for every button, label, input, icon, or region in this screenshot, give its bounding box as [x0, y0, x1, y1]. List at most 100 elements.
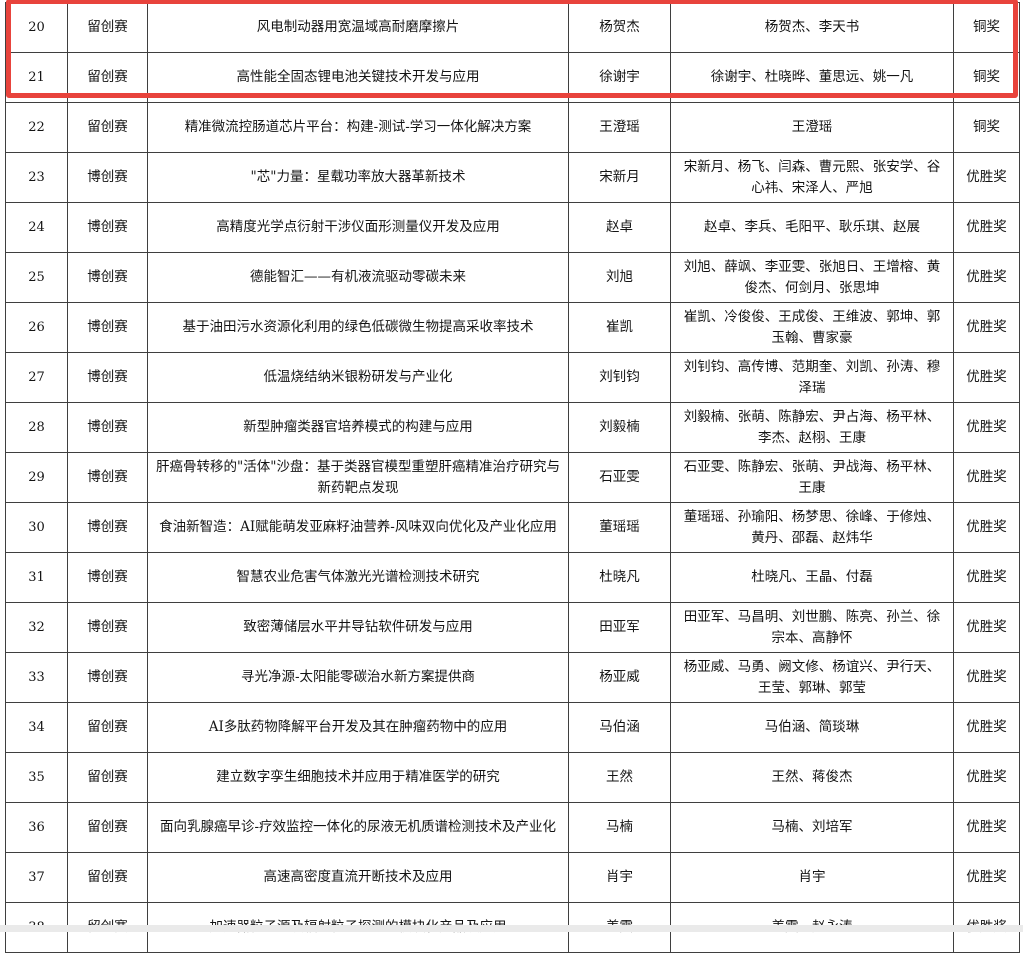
cell-team-members: 石亚雯、陈静宏、张萌、尹战海、杨平林、王康	[670, 452, 954, 503]
cell-leader: 马伯涵	[568, 702, 671, 753]
cell-project-title: 精准微流控肠道芯片平台：构建-测试-学习一体化解决方案	[147, 102, 569, 153]
cell-competition: 博创赛	[67, 152, 148, 203]
cell-competition: 博创赛	[67, 652, 148, 703]
cell-award: 优胜奖	[953, 452, 1020, 503]
cell-competition: 留创赛	[67, 852, 148, 903]
cell-award: 优胜奖	[953, 552, 1020, 603]
cell-award: 铜奖	[953, 52, 1020, 103]
cell-competition: 留创赛	[67, 2, 148, 53]
cell-award: 铜奖	[953, 2, 1020, 53]
cell-leader: 刘钊钧	[568, 352, 671, 403]
cell-row-number: 20	[5, 2, 68, 53]
cell-team-members: 王然、蒋俊杰	[670, 752, 954, 803]
cell-team-members: 马伯涵、简琰琳	[670, 702, 954, 753]
cell-award: 优胜奖	[953, 702, 1020, 753]
cell-project-title: 智慧农业危害气体激光光谱检测技术研究	[147, 552, 569, 603]
table-row: 26 博创赛 基于油田污水资源化利用的绿色低碳微生物提高采收率技术 崔凯 崔凯、…	[5, 302, 1020, 353]
page-bottom-strip	[0, 925, 1023, 932]
cell-leader: 刘毅楠	[568, 402, 671, 453]
cell-team-members: 刘旭、薛飒、李亚雯、张旭日、王增榕、黄俊杰、何剑月、张思坤	[670, 252, 954, 303]
cell-row-number: 34	[5, 702, 68, 753]
cell-award: 优胜奖	[953, 852, 1020, 903]
cell-leader: 田亚军	[568, 602, 671, 653]
cell-project-title: 肝癌骨转移的"活体"沙盘：基于类器官模型重塑肝癌精准治疗研究与新药靶点发现	[147, 452, 569, 503]
cell-leader: 徐谢宇	[568, 52, 671, 103]
cell-row-number: 25	[5, 252, 68, 303]
table-row: 27 博创赛 低温烧结纳米银粉研发与产业化 刘钊钧 刘钊钧、高传博、范期奎、刘凯…	[5, 352, 1020, 403]
cell-competition: 博创赛	[67, 402, 148, 453]
cell-team-members: 徐谢宇、杜晓晔、董思远、姚一凡	[670, 52, 954, 103]
table-row: 36 留创赛 面向乳腺癌早诊-疗效监控一体化的尿液无机质谱检测技术及产业化 马楠…	[5, 802, 1020, 853]
cell-row-number: 30	[5, 502, 68, 553]
cell-row-number: 36	[5, 802, 68, 853]
awards-table-container: 20 留创赛 风电制动器用宽温域高耐磨摩擦片 杨贺杰 杨贺杰、李天书 铜奖 21…	[5, 2, 1020, 953]
cell-project-title: 风电制动器用宽温域高耐磨摩擦片	[147, 2, 569, 53]
cell-competition: 留创赛	[67, 52, 148, 103]
table-row: 31 博创赛 智慧农业危害气体激光光谱检测技术研究 杜晓凡 杜晓凡、王晶、付磊 …	[5, 552, 1020, 603]
table-row: 35 留创赛 建立数字孪生细胞技术并应用于精准医学的研究 王然 王然、蒋俊杰 优…	[5, 752, 1020, 803]
cell-team-members: 马楠、刘培军	[670, 802, 954, 853]
cell-project-title: 食油新智造：AI赋能萌发亚麻籽油营养-风味双向优化及产业化应用	[147, 502, 569, 553]
cell-team-members: 赵卓、李兵、毛阳平、耿乐琪、赵展	[670, 202, 954, 253]
cell-award: 优胜奖	[953, 802, 1020, 853]
cell-team-members: 杨贺杰、李天书	[670, 2, 954, 53]
cell-team-members: 王澄瑶	[670, 102, 954, 153]
cell-team-members: 田亚军、马昌明、刘世鹏、陈亮、孙兰、徐宗本、高静怀	[670, 602, 954, 653]
cell-competition: 留创赛	[67, 752, 148, 803]
table-row: 23 博创赛 "芯"力量：星载功率放大器革新技术 宋新月 宋新月、杨飞、闫森、曹…	[5, 152, 1020, 203]
cell-project-title: 新型肿瘤类器官培养模式的构建与应用	[147, 402, 569, 453]
cell-leader: 董瑶瑶	[568, 502, 671, 553]
cell-project-title: 高性能全固态锂电池关键技术开发与应用	[147, 52, 569, 103]
cell-row-number: 24	[5, 202, 68, 253]
cell-team-members: 杨亚威、马勇、阙文修、杨谊兴、尹行天、王莹、郭琳、郭莹	[670, 652, 954, 703]
cell-row-number: 29	[5, 452, 68, 503]
cell-project-title: AI多肽药物降解平台开发及其在肿瘤药物中的应用	[147, 702, 569, 753]
cell-row-number: 35	[5, 752, 68, 803]
cell-row-number: 28	[5, 402, 68, 453]
table-row: 34 留创赛 AI多肽药物降解平台开发及其在肿瘤药物中的应用 马伯涵 马伯涵、简…	[5, 702, 1020, 753]
cell-project-title: 德能智汇——有机液流驱动零碳未来	[147, 252, 569, 303]
table-row: 25 博创赛 德能智汇——有机液流驱动零碳未来 刘旭 刘旭、薛飒、李亚雯、张旭日…	[5, 252, 1020, 303]
cell-award: 优胜奖	[953, 402, 1020, 453]
table-row: 30 博创赛 食油新智造：AI赋能萌发亚麻籽油营养-风味双向优化及产业化应用 董…	[5, 502, 1020, 553]
table-body: 20 留创赛 风电制动器用宽温域高耐磨摩擦片 杨贺杰 杨贺杰、李天书 铜奖 21…	[5, 2, 1020, 953]
cell-team-members: 刘毅楠、张萌、陈静宏、尹占海、杨平林、李杰、赵栩、王康	[670, 402, 954, 453]
cell-leader: 石亚雯	[568, 452, 671, 503]
cell-project-title: 寻光净源-太阳能零碳治水新方案提供商	[147, 652, 569, 703]
cell-competition: 留创赛	[67, 102, 148, 153]
cell-team-members: 刘钊钧、高传博、范期奎、刘凯、孙涛、穆泽瑞	[670, 352, 954, 403]
cell-competition: 博创赛	[67, 302, 148, 353]
cell-leader: 马楠	[568, 802, 671, 853]
cell-award: 优胜奖	[953, 202, 1020, 253]
cell-row-number: 26	[5, 302, 68, 353]
cell-competition: 博创赛	[67, 502, 148, 553]
cell-project-title: 高速高密度直流开断技术及应用	[147, 852, 569, 903]
cell-team-members: 杜晓凡、王晶、付磊	[670, 552, 954, 603]
cell-competition: 博创赛	[67, 552, 148, 603]
cell-leader: 崔凯	[568, 302, 671, 353]
cell-leader: 宋新月	[568, 152, 671, 203]
table-row: 33 博创赛 寻光净源-太阳能零碳治水新方案提供商 杨亚威 杨亚威、马勇、阙文修…	[5, 652, 1020, 703]
cell-row-number: 22	[5, 102, 68, 153]
cell-award: 优胜奖	[953, 302, 1020, 353]
cell-row-number: 21	[5, 52, 68, 103]
cell-competition: 博创赛	[67, 452, 148, 503]
cell-competition: 留创赛	[67, 802, 148, 853]
table-row: 37 留创赛 高速高密度直流开断技术及应用 肖宇 肖宇 优胜奖	[5, 852, 1020, 903]
cell-award: 优胜奖	[953, 752, 1020, 803]
cell-project-title: 致密薄储层水平井导钻软件研发与应用	[147, 602, 569, 653]
cell-project-title: 基于油田污水资源化利用的绿色低碳微生物提高采收率技术	[147, 302, 569, 353]
cell-project-title: 建立数字孪生细胞技术并应用于精准医学的研究	[147, 752, 569, 803]
cell-leader: 杨亚威	[568, 652, 671, 703]
table-row: 28 博创赛 新型肿瘤类器官培养模式的构建与应用 刘毅楠 刘毅楠、张萌、陈静宏、…	[5, 402, 1020, 453]
cell-competition: 博创赛	[67, 252, 148, 303]
table-row: 22 留创赛 精准微流控肠道芯片平台：构建-测试-学习一体化解决方案 王澄瑶 王…	[5, 102, 1020, 153]
table-row: 24 博创赛 高精度光学点衍射干涉仪面形测量仪开发及应用 赵卓 赵卓、李兵、毛阳…	[5, 202, 1020, 253]
table-row: 21 留创赛 高性能全固态锂电池关键技术开发与应用 徐谢宇 徐谢宇、杜晓晔、董思…	[5, 52, 1020, 103]
table-row: 29 博创赛 肝癌骨转移的"活体"沙盘：基于类器官模型重塑肝癌精准治疗研究与新药…	[5, 452, 1020, 503]
cell-row-number: 23	[5, 152, 68, 203]
cell-row-number: 32	[5, 602, 68, 653]
cell-project-title: 低温烧结纳米银粉研发与产业化	[147, 352, 569, 403]
cell-leader: 刘旭	[568, 252, 671, 303]
cell-team-members: 董瑶瑶、孙瑜阳、杨梦思、徐峰、于修烛、黄丹、邵磊、赵炜华	[670, 502, 954, 553]
